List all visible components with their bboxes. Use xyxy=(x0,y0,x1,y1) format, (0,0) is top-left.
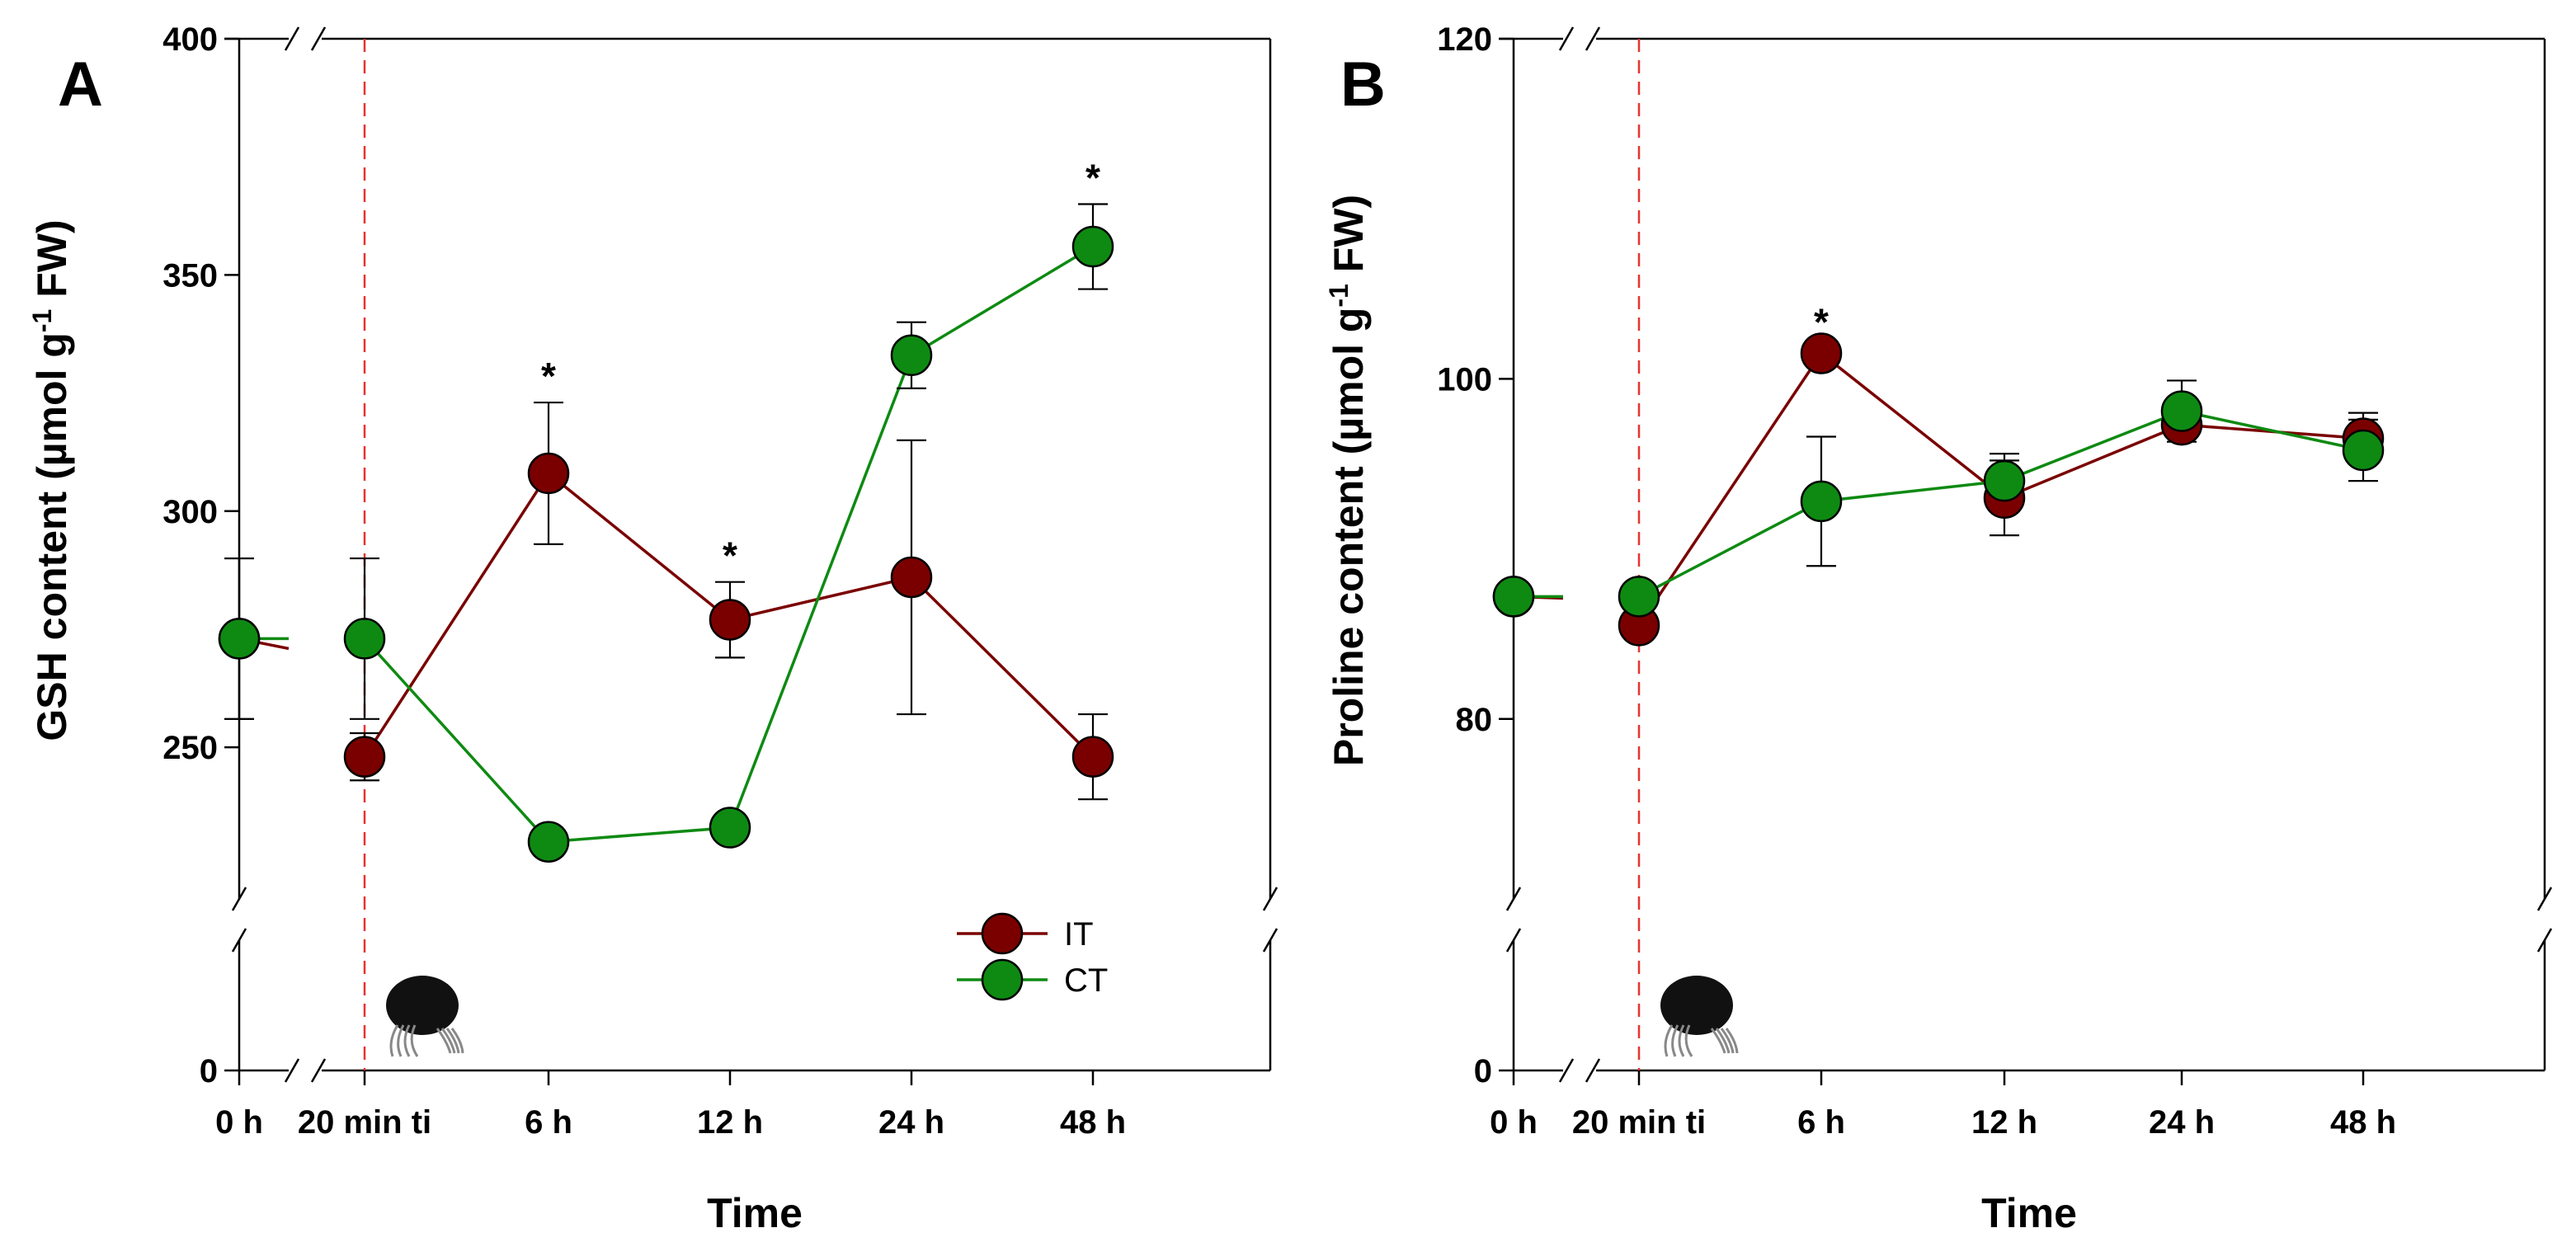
mite-leg xyxy=(389,1024,399,1057)
data-point-IT-24-h xyxy=(890,556,933,599)
data-point-CT-0-h xyxy=(1492,576,1535,618)
axis-break-mark xyxy=(1262,887,1279,911)
x-tick-label-4: 24 h xyxy=(878,1104,944,1141)
mite-leg xyxy=(1664,1024,1674,1057)
mite-leg xyxy=(1720,1028,1735,1054)
data-point-CT-12-h xyxy=(1983,459,2026,502)
legend-label-IT: IT xyxy=(1064,916,1094,953)
panel-b: 80 100 120 0 0 h 20 min ti 6 h 12 h 24 h 48 h Time… xyxy=(1324,21,2553,1236)
y-tick-label-zero: 0 xyxy=(200,1053,218,1089)
data-point-CT-12-h xyxy=(709,807,751,849)
axis-break-mark xyxy=(284,26,300,51)
panel-letter: A xyxy=(58,49,103,120)
mite-icon xyxy=(386,976,464,1057)
data-point-IT-6-h xyxy=(1800,332,1843,374)
y-tick-label-80: 80 xyxy=(1456,702,1493,738)
mite-leg xyxy=(403,1024,411,1057)
x-tick-label-2: 6 h xyxy=(1797,1104,1845,1141)
panel-letter: B xyxy=(1340,49,1386,120)
significance-star: * xyxy=(723,534,737,577)
data-point-CT-0-h xyxy=(218,618,261,660)
axis-break-mark xyxy=(2536,928,2553,953)
x-tick-label-4: 24 h xyxy=(2149,1104,2215,1141)
data-point-CT-48-h xyxy=(1071,225,1114,268)
significance-star: * xyxy=(541,355,556,398)
legend-label-CT: CT xyxy=(1064,962,1108,999)
y-tick-label-400: 400 xyxy=(162,21,218,58)
mite-leg xyxy=(450,1028,464,1054)
mite-leg xyxy=(1715,1028,1731,1054)
axis-break-mark xyxy=(1558,1058,1575,1083)
axis-break-mark xyxy=(284,1058,300,1083)
x-tick-label-3: 12 h xyxy=(1971,1104,2037,1141)
x-tick-label-3: 12 h xyxy=(697,1104,763,1141)
x-axis-title: Time xyxy=(707,1190,803,1236)
mite-body xyxy=(1660,976,1733,1035)
mite-icon xyxy=(1660,976,1739,1057)
mite-leg xyxy=(410,1024,419,1057)
y-tick-label-100: 100 xyxy=(1437,361,1492,398)
data-point-IT-6-h xyxy=(527,452,570,495)
mite-leg xyxy=(397,1024,405,1057)
mite-leg xyxy=(1684,1024,1693,1057)
data-point-IT-12-h xyxy=(709,599,751,641)
mite-leg xyxy=(1725,1028,1739,1054)
axis-break-mark xyxy=(1505,928,1522,953)
mite-leg xyxy=(1671,1024,1679,1057)
x-tick-label-5: 48 h xyxy=(2330,1104,2396,1141)
x-tick-label-0: 0 h xyxy=(215,1104,263,1141)
y-axis-title: Proline content (µmol g-1 FW) xyxy=(1324,195,1372,766)
axis-break-mark xyxy=(231,928,247,953)
data-point-CT-24-h xyxy=(890,334,933,377)
data-point-CT-6-h xyxy=(527,821,570,863)
axis-break-mark xyxy=(1585,1058,1601,1083)
axis-break-mark xyxy=(2536,887,2553,911)
axis-break-mark xyxy=(1262,928,1279,953)
y-tick-label-350: 350 xyxy=(162,257,218,294)
data-point-IT-48-h xyxy=(1071,736,1114,778)
x-tick-label-1: 20 min ti xyxy=(298,1104,431,1141)
mite-leg xyxy=(1710,1028,1726,1054)
mite-leg xyxy=(445,1028,460,1054)
mite-body xyxy=(386,976,459,1035)
axis-break-mark xyxy=(310,26,327,51)
data-point-CT-20-min-ti xyxy=(343,618,386,660)
axis-break-mark xyxy=(310,1058,327,1083)
x-tick-label-5: 48 h xyxy=(1060,1104,1126,1141)
y-axis-title: GSH content (µmol g-1 FW) xyxy=(27,219,75,741)
data-point-IT-20-min-ti xyxy=(343,736,386,778)
y-tick-label-zero: 0 xyxy=(1474,1053,1492,1089)
data-point-CT-48-h xyxy=(2342,429,2385,472)
x-tick-label-1: 20 min ti xyxy=(1572,1104,1706,1141)
x-tick-label-0: 0 h xyxy=(1490,1104,1538,1141)
mite-leg xyxy=(1678,1024,1685,1057)
axis-break-mark xyxy=(231,887,247,911)
axis-break-mark xyxy=(1505,887,1522,911)
data-point-CT-20-min-ti xyxy=(1618,576,1660,618)
y-tick-label-300: 300 xyxy=(162,494,218,530)
y-tick-label-250: 250 xyxy=(162,730,218,766)
axis-break-mark xyxy=(1558,26,1575,51)
legend-marker-IT xyxy=(981,912,1024,955)
legend: IT CT xyxy=(957,912,1108,1001)
data-point-CT-6-h xyxy=(1800,480,1843,523)
data-point-CT-24-h xyxy=(2160,390,2203,432)
significance-star: * xyxy=(1085,156,1100,199)
y-tick-label-120: 120 xyxy=(1437,21,1492,58)
axis-break-mark xyxy=(1585,26,1601,51)
legend-marker-CT xyxy=(981,958,1024,1001)
mite-leg xyxy=(436,1028,452,1054)
x-tick-label-2: 6 h xyxy=(525,1104,572,1141)
significance-star: * xyxy=(1814,300,1829,343)
x-axis-title: Time xyxy=(1981,1190,2077,1236)
panel-a: 250 300 350 400 0 0 h 20 min ti 6 h 12 h 24 h 48 h… xyxy=(27,21,1279,1236)
mite-leg xyxy=(440,1028,456,1054)
